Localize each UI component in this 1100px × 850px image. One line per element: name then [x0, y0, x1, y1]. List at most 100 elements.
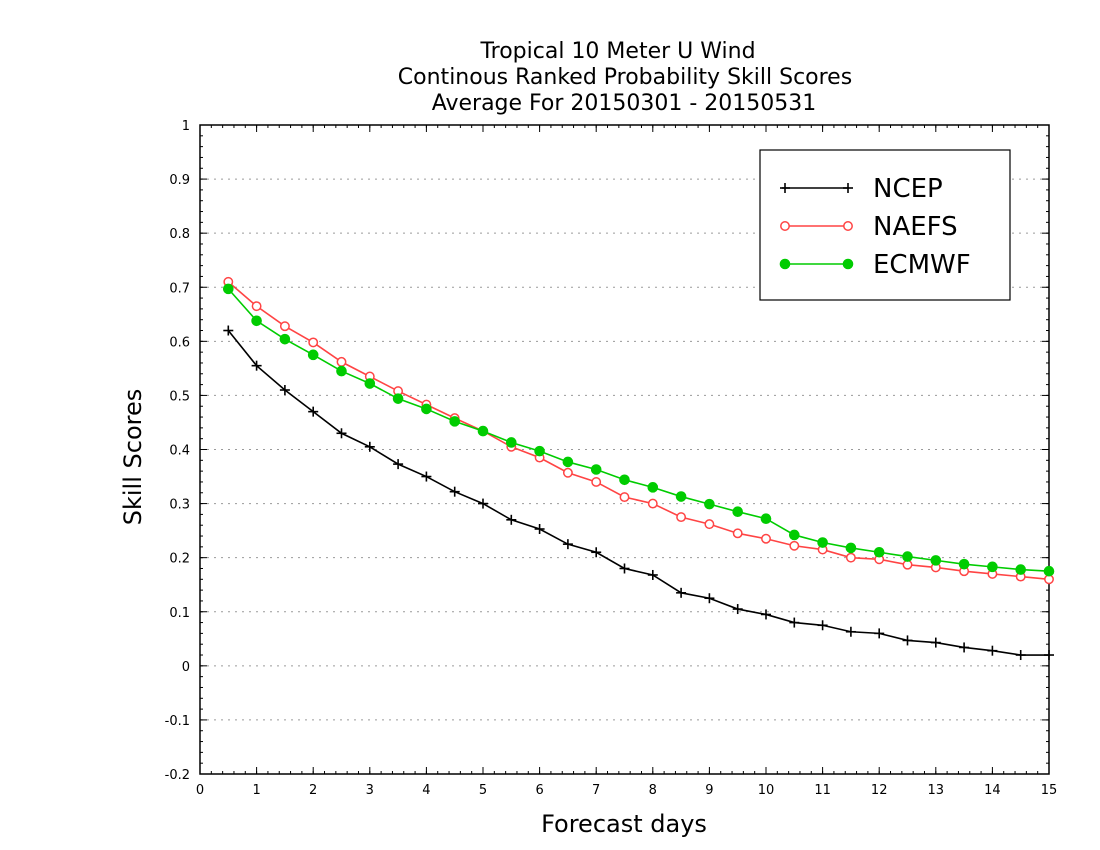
data-point-ncep — [591, 547, 602, 558]
data-point-ncep — [279, 385, 290, 396]
series-naefs — [223, 276, 1054, 585]
data-point-naefs — [789, 540, 800, 551]
x-tick-label: 3 — [366, 783, 374, 798]
data-point-ncep — [308, 406, 319, 417]
legend-label-ecmwf: ECMWF — [873, 250, 971, 280]
data-point-ecmwf — [647, 482, 659, 493]
x-tick-labels: 0 1 2 3 4 5 6 7 8 9 10 11 12 13 14 15 — [196, 783, 1057, 798]
y-tick-label: 0.2 — [169, 552, 190, 567]
legend-marker-naefs — [843, 221, 853, 231]
data-point-ncep — [874, 628, 885, 639]
data-point-ecmwf — [789, 529, 800, 541]
data-point-ncep — [959, 642, 970, 653]
legend-item-ncep: NCEP — [780, 174, 943, 204]
data-point-ncep — [732, 604, 743, 615]
data-point-naefs — [279, 321, 290, 332]
data-point-ecmwf — [873, 546, 885, 558]
data-point-naefs — [845, 552, 856, 563]
data-point-naefs — [336, 356, 347, 367]
y-tick-label: 0.9 — [169, 173, 190, 188]
data-point-ncep — [478, 498, 488, 509]
data-point-ncep — [761, 609, 771, 620]
x-tick-label: 12 — [871, 783, 888, 798]
title-line-2: Continous Ranked Probability Skill Score… — [398, 65, 852, 90]
legend-marker-naefs — [780, 221, 790, 231]
x-tick-label: 4 — [422, 783, 430, 798]
x-tick-label: 9 — [705, 783, 713, 798]
data-point-ecmwf — [732, 506, 744, 517]
data-point-naefs — [647, 498, 658, 509]
series-line-naefs — [227, 281, 1050, 581]
data-point-ecmwf — [704, 498, 715, 510]
data-point-ncep — [562, 539, 573, 550]
data-point-ecmwf — [1043, 565, 1055, 577]
data-point-ncep — [534, 524, 545, 535]
data-point-ncep — [930, 637, 941, 648]
x-tick-label: 0 — [196, 783, 204, 798]
y-tick-label: 1 — [182, 119, 190, 134]
data-point-naefs — [251, 301, 262, 312]
data-point-ecmwf — [279, 333, 291, 345]
data-point-ecmwf — [392, 393, 404, 404]
data-point-ecmwf — [845, 542, 857, 554]
legend-marker-ncep — [780, 183, 790, 193]
data-point-ecmwf — [958, 558, 970, 570]
series-layer — [223, 276, 1055, 661]
data-point-ecmwf — [534, 445, 545, 457]
x-tick-label: 10 — [758, 783, 775, 798]
data-point-ncep — [251, 360, 262, 371]
data-point-ecmwf — [506, 437, 517, 448]
chart-title: Tropical 10 Meter U Wind Continous Ranke… — [398, 39, 852, 116]
data-point-ecmwf — [1015, 564, 1027, 575]
axis-ticks — [199, 124, 1050, 775]
data-point-naefs — [591, 477, 602, 487]
legend-marker-ecmwf — [842, 258, 854, 270]
data-point-ncep — [987, 645, 998, 656]
legend-item-naefs: NAEFS — [780, 212, 958, 242]
data-point-ecmwf — [562, 456, 574, 468]
series-line-ecmwf — [227, 288, 1050, 572]
legend-marker-ecmwf — [779, 258, 791, 270]
data-point-ncep — [1044, 650, 1054, 661]
data-point-ncep — [817, 620, 828, 631]
data-point-naefs — [761, 533, 771, 544]
y-tick-label: 0.1 — [169, 606, 190, 621]
data-point-ecmwf — [449, 416, 461, 427]
data-point-ecmwf — [987, 561, 998, 573]
data-point-ncep — [789, 617, 800, 628]
y-tick-label: -0.2 — [165, 768, 190, 783]
data-point-ncep — [902, 635, 913, 646]
y-tick-labels: -0.2 -0.1 0 0.1 0.2 0.3 0.4 0.5 0.6 0.7 0.8 0.9 1 — [165, 119, 190, 783]
data-point-ncep — [393, 459, 404, 470]
title-line-3: Average For 20150301 - 20150531 — [432, 91, 817, 116]
data-point-naefs — [732, 528, 743, 539]
x-tick-label: 2 — [309, 783, 317, 798]
data-point-ecmwf — [590, 464, 602, 475]
data-point-ncep — [619, 563, 630, 574]
data-point-ncep — [704, 593, 715, 604]
series-ecmwf — [223, 283, 1055, 577]
x-tick-label: 7 — [592, 783, 600, 798]
x-axis-label: Forecast days — [541, 810, 707, 838]
x-tick-label: 6 — [535, 783, 543, 798]
data-point-ecmwf — [364, 378, 376, 389]
legend-marker-ncep — [843, 183, 853, 193]
series-line-ncep — [227, 330, 1049, 656]
data-point-ncep — [336, 428, 347, 439]
data-point-ncep — [1015, 650, 1026, 661]
legend: NCEP NAEFS ECMWF — [759, 149, 1011, 301]
data-point-ncep — [647, 569, 658, 580]
y-tick-label: 0.3 — [169, 498, 190, 513]
y-tick-label: 0.5 — [169, 389, 190, 404]
data-point-ecmwf — [902, 551, 913, 562]
y-tick-label: 0.7 — [169, 281, 190, 296]
data-point-ncep — [845, 626, 856, 637]
data-point-ecmwf — [336, 365, 347, 377]
x-tick-label: 11 — [814, 783, 831, 798]
legend-label-ncep: NCEP — [873, 174, 943, 204]
x-tick-label: 14 — [984, 783, 1001, 798]
data-point-ecmwf — [619, 474, 630, 486]
data-point-naefs — [562, 467, 573, 478]
data-point-ncep — [449, 486, 460, 497]
